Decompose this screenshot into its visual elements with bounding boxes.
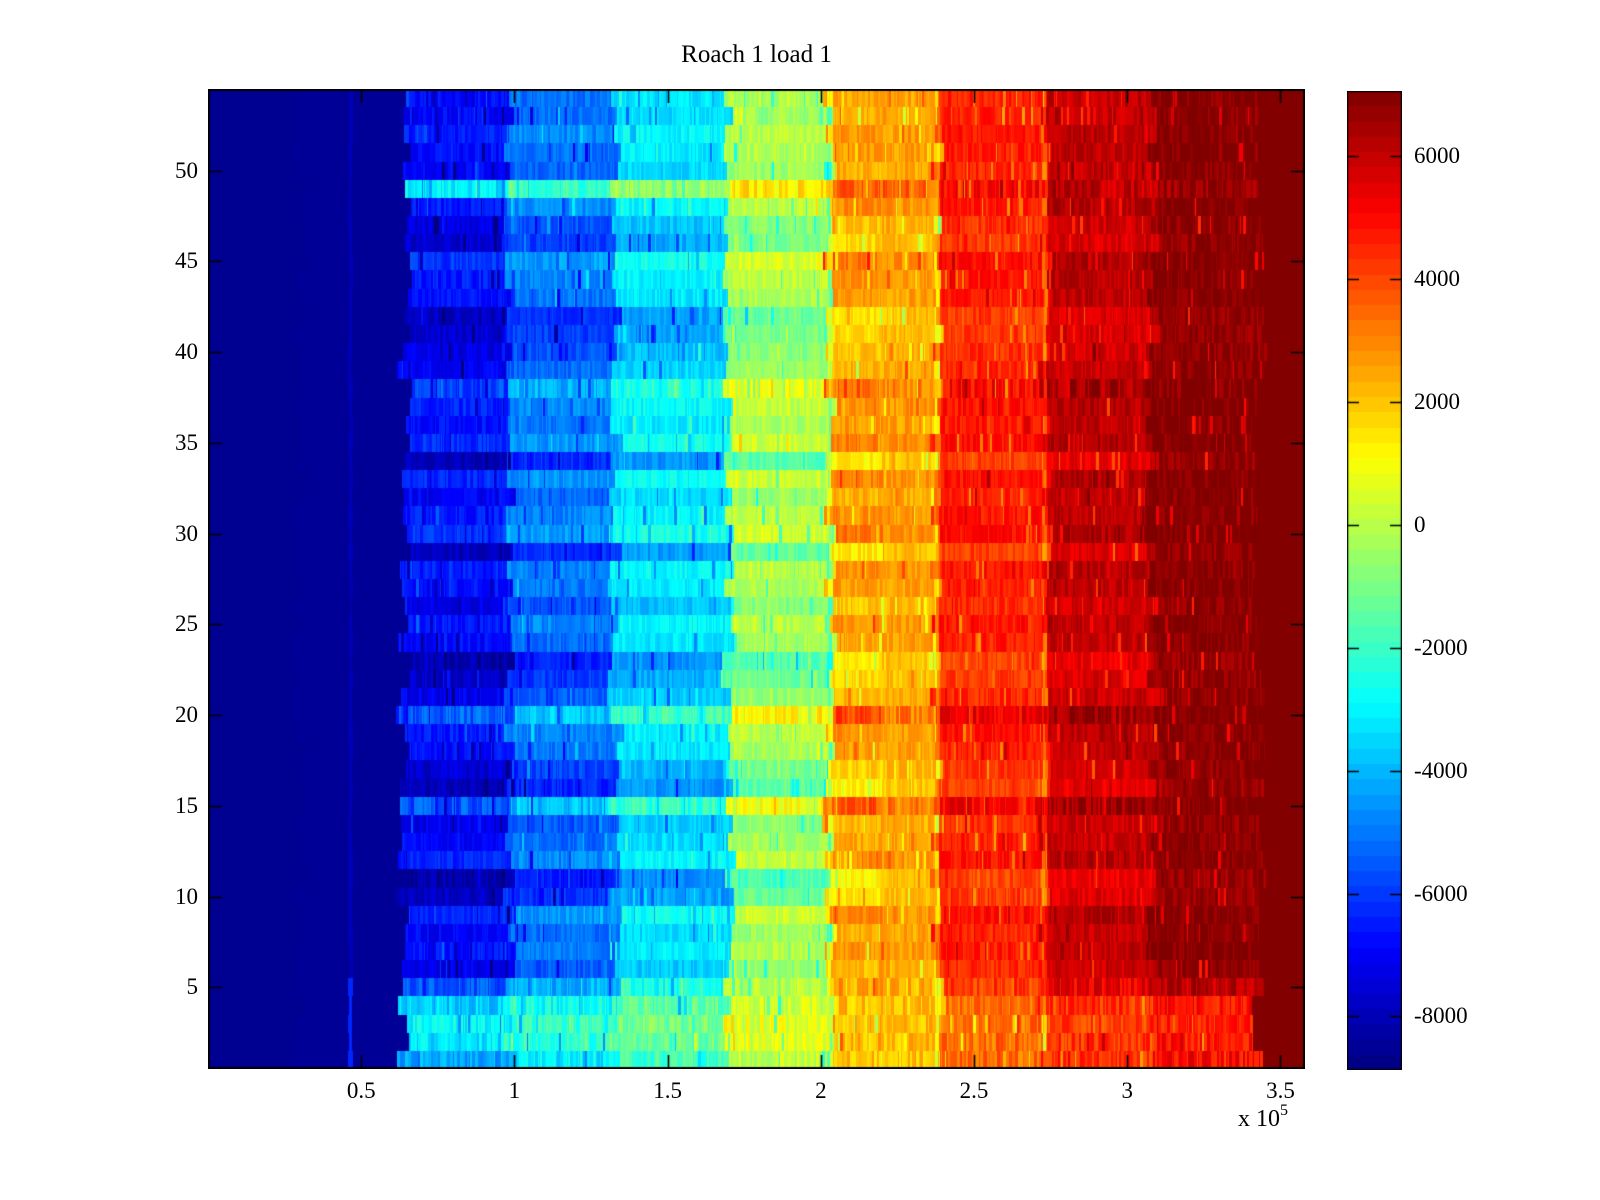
y-tick-label: 30 [175,520,198,546]
y-tick-label: 25 [175,611,198,637]
chart-title: Roach 1 load 1 [681,41,832,68]
colorbar-tick-label: 2000 [1414,388,1460,414]
y-tick-label: 15 [175,792,198,818]
multiplier-prefix: x 10 [1238,1106,1280,1132]
y-tick-label: 10 [175,883,198,909]
colorbar-tick-label: 4000 [1414,265,1460,291]
y-tick-label: 50 [175,157,198,183]
x-tick-label: 2 [815,1078,827,1103]
x-tick-label: 3.5 [1266,1078,1295,1103]
y-tick-label: 45 [175,248,198,274]
x-tick-label: 3 [1121,1078,1134,1103]
colorbar-tick-label: -8000 [1414,1003,1468,1029]
colorbar-canvas [1347,91,1402,1070]
y-tick-label: 35 [175,429,198,455]
x-tick-label: 1 [508,1078,521,1103]
colorbar-tick-label: 0 [1414,511,1426,537]
y-tick-label: 5 [186,974,199,1000]
y-tick-label: 20 [175,702,198,728]
heatmap-canvas [208,89,1305,1069]
x-tick-label: 0.5 [346,1078,376,1103]
y-tick-label: 40 [175,339,198,365]
multiplier-exponent: 5 [1280,1102,1288,1119]
x-tick-label: 2.5 [959,1078,989,1103]
x-axis-multiplier-label: x 105 [1238,1102,1288,1133]
x-tick-label: 1.5 [653,1078,682,1103]
colorbar-tick-label: 6000 [1414,142,1460,168]
colorbar-tick-label: -6000 [1414,880,1468,906]
colorbar-tick-label: -2000 [1414,634,1468,660]
colorbar-tick-label: -4000 [1414,757,1468,783]
